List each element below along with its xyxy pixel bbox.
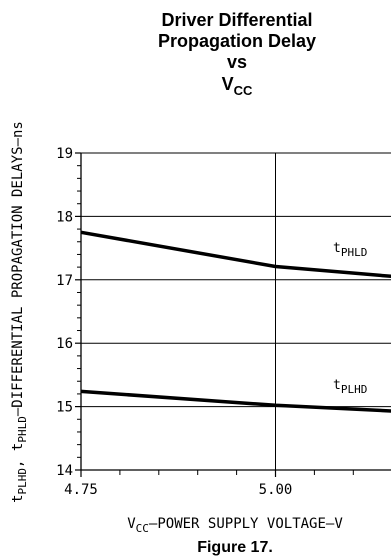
y-tick-label-16: 16 bbox=[56, 336, 73, 352]
y-tick-label-15: 15 bbox=[56, 400, 73, 416]
figure-caption: Figure 17. bbox=[197, 539, 273, 556]
axes bbox=[80, 153, 391, 471]
y-ticks: 14 15 16 17 18 19 bbox=[56, 146, 81, 479]
x-tick-label-5.00: 5.00 bbox=[259, 482, 293, 498]
series-label-phld: tPHLD bbox=[333, 241, 367, 259]
series-label-plhd: tPLHD bbox=[333, 378, 367, 396]
x-tick-label-4.75: 4.75 bbox=[64, 482, 98, 498]
y-tick-label-17: 17 bbox=[56, 273, 73, 289]
y-tick-label-19: 19 bbox=[56, 146, 73, 162]
series-line-phld bbox=[80, 230, 391, 279]
x-axis-label: VCC–POWER SUPPLY VOLTAGE–V bbox=[127, 516, 343, 535]
y-tick-label-14: 14 bbox=[56, 463, 73, 479]
grid bbox=[81, 152, 391, 471]
y-axis-label: tPLHD, tPHLD–DIFFERENTIAL PROPAGATION DE… bbox=[10, 121, 29, 503]
chart-title-line3: vs bbox=[227, 52, 247, 72]
y-tick-label-18: 18 bbox=[56, 209, 73, 225]
chart-title-line1: Driver Differential bbox=[161, 10, 312, 30]
chart-title-line4: VCC bbox=[222, 74, 253, 98]
series-line-plhd bbox=[80, 389, 391, 413]
chart-title-line2: Propagation Delay bbox=[158, 31, 316, 51]
x-ticks: 4.755.005.25 bbox=[64, 470, 354, 498]
series: tPHLD tPLHD bbox=[80, 230, 391, 413]
